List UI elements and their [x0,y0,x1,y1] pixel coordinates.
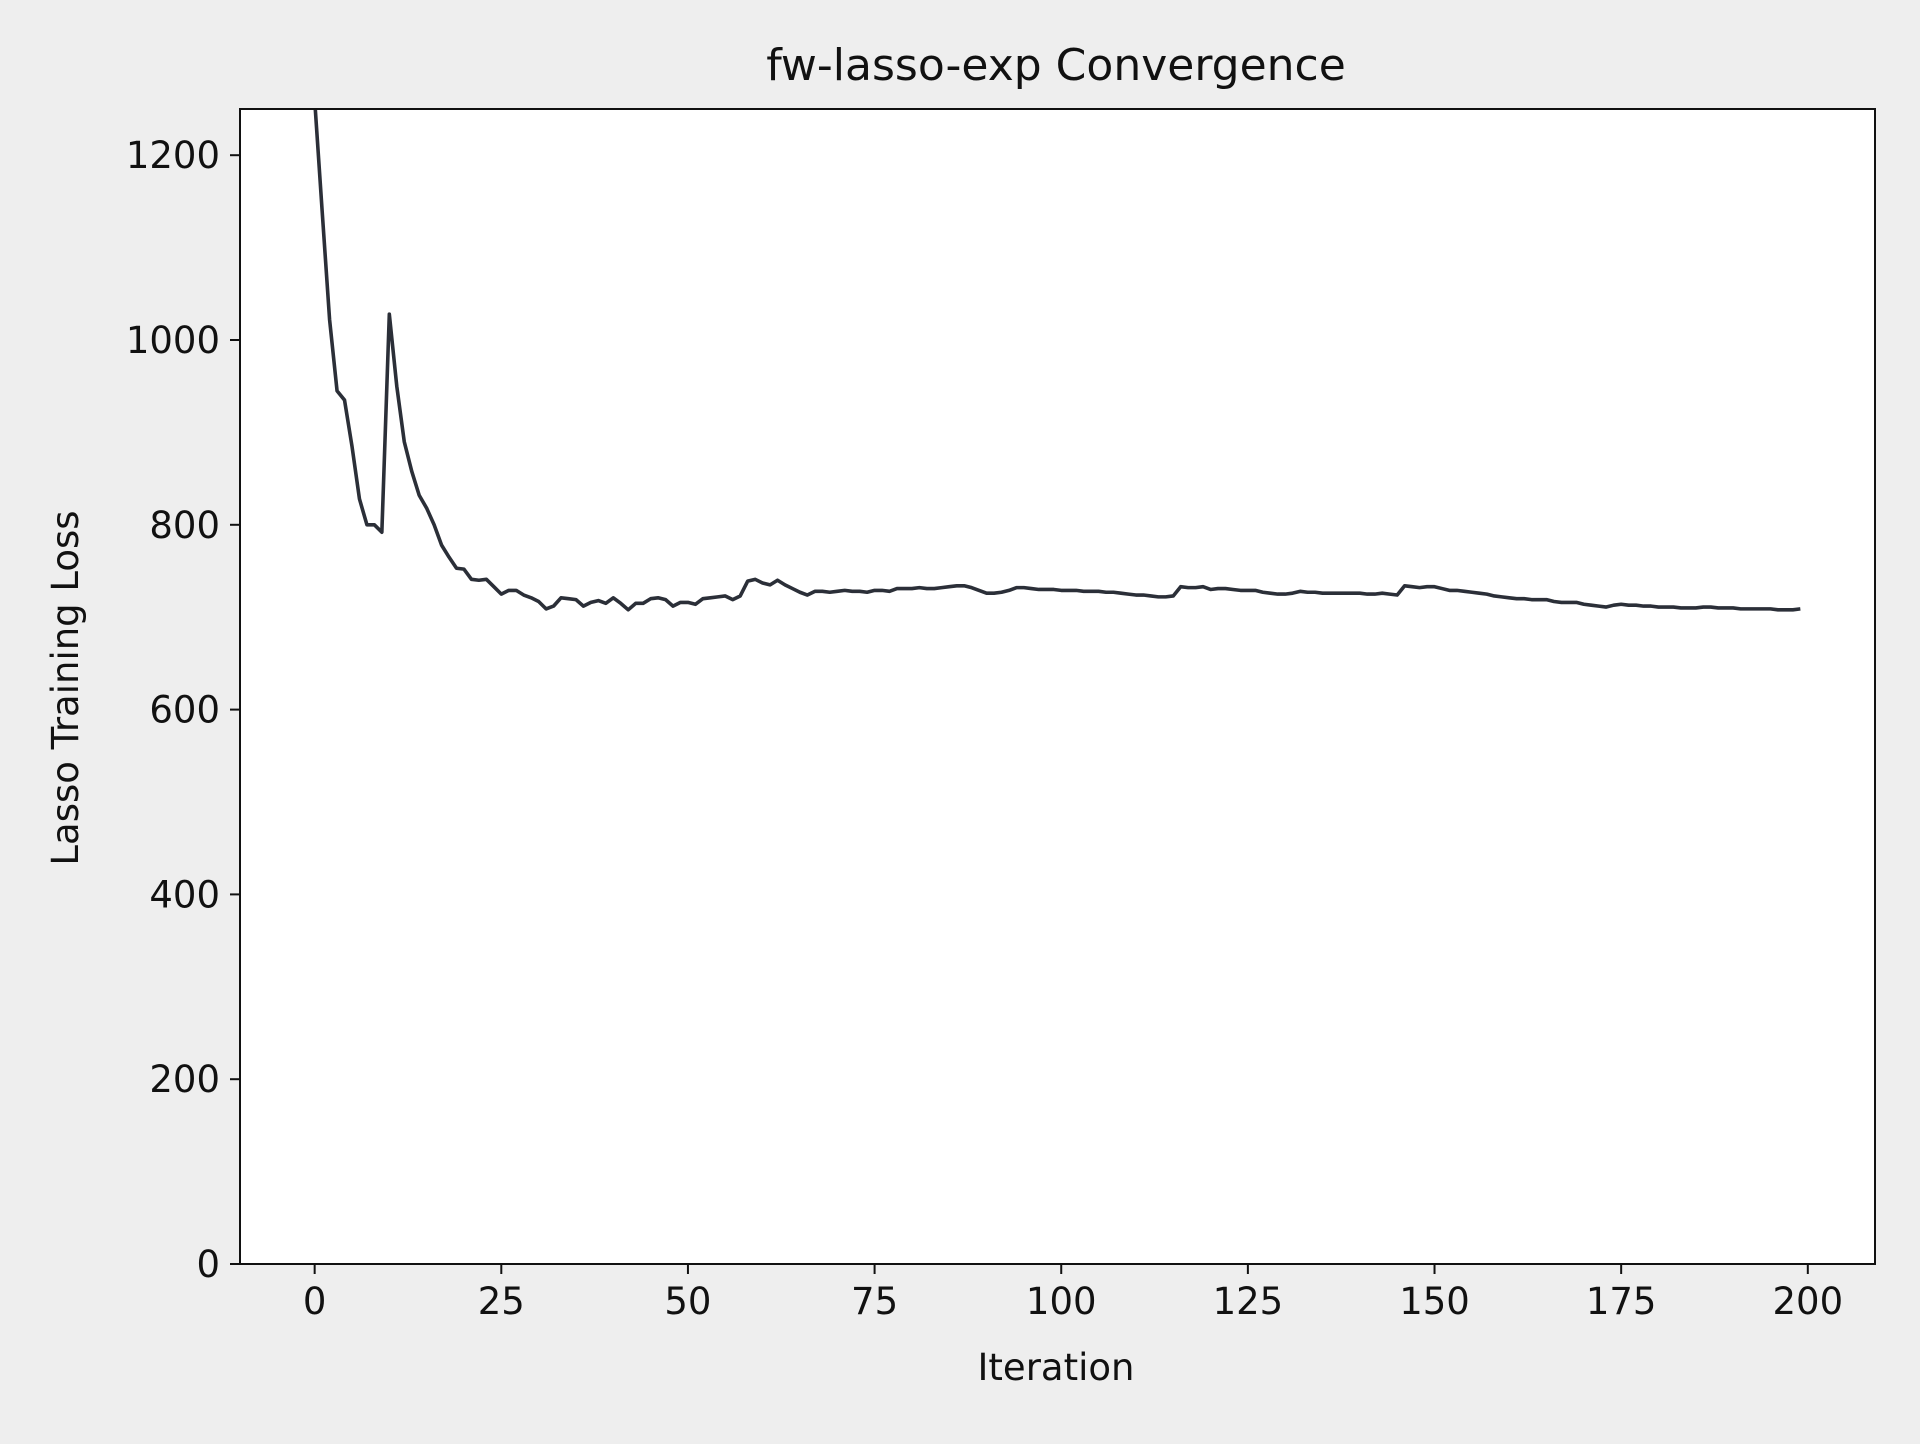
chart-title: fw-lasso-exp Convergence [766,40,1346,91]
x-tick-label: 0 [303,1280,327,1323]
y-tick-label: 1200 [126,134,220,177]
y-tick-label: 800 [149,504,220,547]
series-layer [313,109,1801,612]
x-tick-label: 100 [1026,1280,1097,1323]
x-axis: 0 25 50 75 100 125 150 175 200 [303,1264,1843,1323]
plot-area [240,109,1875,1264]
y-tick-label: 600 [149,689,220,732]
x-tick-label: 200 [1772,1280,1843,1323]
y-tick-label: 200 [149,1058,220,1101]
x-tick-label: 50 [664,1280,711,1323]
x-tick-label: 150 [1399,1280,1470,1323]
y-axis-label: Lasso Training Loss [44,510,87,865]
y-tick-label: 1000 [126,319,220,362]
x-tick-label: 25 [478,1280,525,1323]
x-axis-label: Iteration [978,1346,1135,1389]
x-tick-label: 75 [851,1280,898,1323]
y-axis: 0 200 400 600 800 1000 1200 [126,134,240,1286]
x-tick-label: 175 [1586,1280,1657,1323]
series-line-0 [313,109,1801,612]
y-tick-label: 400 [149,873,220,916]
y-tick-label: 0 [196,1243,220,1286]
axes-frame [239,108,1876,1265]
x-tick-label: 125 [1213,1280,1284,1323]
